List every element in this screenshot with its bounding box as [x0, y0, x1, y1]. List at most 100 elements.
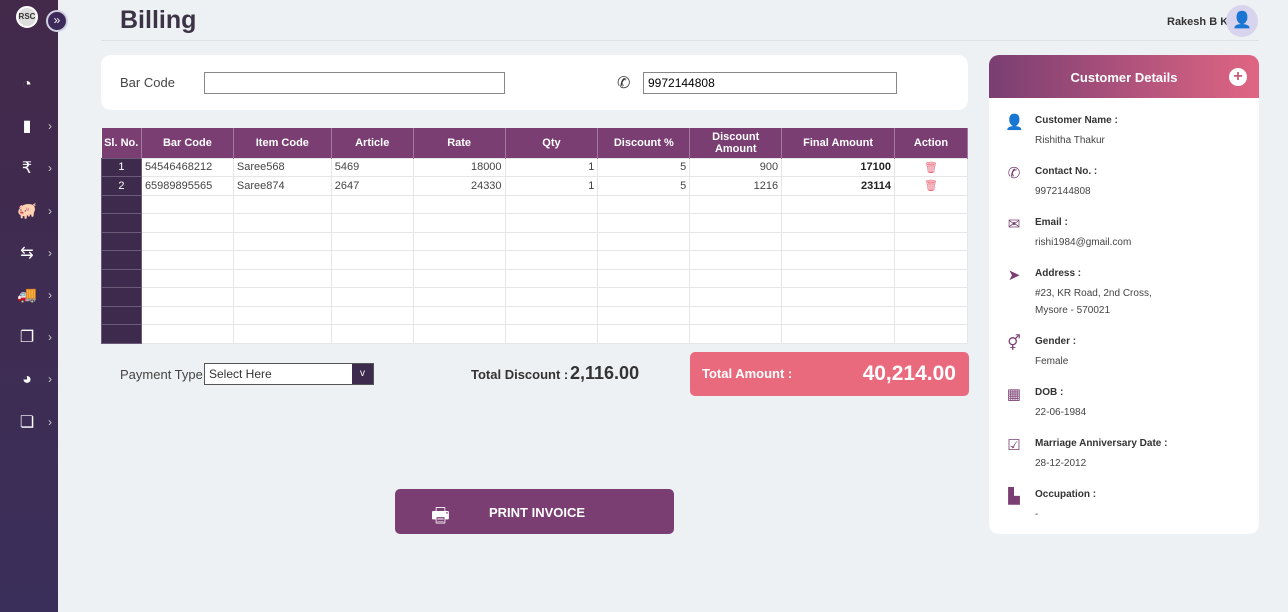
cell-item-code: Saree874: [232, 176, 332, 196]
empty-cell: [597, 324, 691, 344]
empty-cell: [101, 213, 142, 233]
page-title: Billing: [120, 6, 197, 34]
empty-cell: [140, 268, 234, 288]
cell-sl: 2: [101, 176, 142, 196]
column-header[interactable]: Qty: [505, 128, 599, 158]
empty-cell: [689, 324, 783, 344]
column-header[interactable]: Action: [894, 128, 968, 158]
barcode-label: Bar Code: [120, 75, 175, 90]
rupee-document-icon: ₹: [21, 160, 33, 178]
empty-cell: [781, 268, 895, 288]
sidebar-item-truck[interactable]: 🚚 ›: [0, 281, 58, 311]
field-label: Marriage Anniversary Date :: [1035, 438, 1168, 449]
print-invoice-button[interactable]: 🖶 PRINT INVOICE: [395, 489, 674, 534]
total-amount-value: 40,214.00: [862, 362, 956, 385]
empty-cell: [781, 250, 895, 270]
empty-cell: [232, 305, 332, 325]
search-card: Bar Code ✆: [101, 55, 968, 110]
bookmark-icon: ▮: [22, 118, 32, 136]
avatar[interactable]: 👤: [1226, 5, 1258, 37]
chevron-right-icon: ›: [48, 161, 52, 176]
empty-cell: [689, 194, 783, 214]
column-header[interactable]: Final Amount: [781, 128, 895, 158]
chevron-right-icon: ›: [48, 119, 52, 134]
calendar-icon: ▦: [1006, 386, 1022, 403]
field-value: 28-12-2012: [1035, 458, 1087, 469]
field-label: Customer Name :: [1035, 115, 1118, 126]
empty-cell: [101, 287, 142, 307]
cell-final: 17100: [781, 157, 895, 177]
copy-document-icon: ❐: [19, 329, 35, 347]
cell-sl: 1: [101, 157, 142, 177]
add-customer-icon[interactable]: +: [1229, 68, 1247, 86]
cell-article: 2647: [330, 176, 414, 196]
sidebar-item-files[interactable]: ❏ ›: [0, 408, 58, 438]
billing-table: Sl. No. Bar Code Item Code Article Rate Qty Di…: [101, 128, 968, 344]
sidebar-item-dashboard[interactable]: ◔: [0, 70, 58, 100]
delete-row-button[interactable]: 🗑: [894, 176, 968, 196]
files-icon: ❏: [19, 413, 35, 431]
empty-cell: [689, 305, 783, 325]
column-header[interactable]: Item Code: [233, 128, 332, 158]
empty-cell: [232, 250, 332, 270]
calendar-check-icon: ☑: [1007, 437, 1021, 454]
cell-barcode: 65989895565: [140, 176, 234, 196]
column-header[interactable]: Article: [331, 128, 414, 158]
empty-cell: [412, 305, 506, 325]
empty-cell: [504, 268, 599, 288]
phone-input[interactable]: [643, 72, 897, 94]
field-value: rishi1984@gmail.com: [1035, 237, 1132, 248]
customer-details-header: Customer Details +: [989, 55, 1259, 98]
empty-cell: [412, 324, 506, 344]
total-discount-label: Total Discount :: [471, 367, 569, 382]
barcode-input[interactable]: [204, 72, 505, 94]
field-label: Occupation :: [1035, 489, 1097, 500]
delete-row-button[interactable]: 🗑: [894, 157, 968, 177]
empty-cell: [101, 194, 142, 214]
payment-type-select[interactable]: Select Here v: [204, 363, 374, 385]
field-label: Contact No. :: [1035, 166, 1098, 177]
empty-row: [101, 305, 968, 325]
empty-cell: [781, 305, 895, 325]
column-header[interactable]: Bar Code: [141, 128, 234, 158]
location-arrow-icon: ➤: [1007, 267, 1021, 284]
empty-row: [101, 250, 968, 270]
cell-disc-pct: 5: [597, 157, 691, 177]
empty-cell: [140, 231, 234, 251]
phone-icon: ✆: [1007, 165, 1021, 182]
empty-cell: [894, 305, 968, 325]
empty-cell: [781, 213, 895, 233]
expand-sidebar-button[interactable]: »: [46, 10, 68, 32]
empty-cell: [597, 231, 691, 251]
trash-icon[interactable]: 🗑: [924, 161, 938, 174]
empty-cell: [504, 194, 599, 214]
column-header[interactable]: Discount %: [597, 128, 691, 158]
column-header[interactable]: Sl. No.: [101, 128, 142, 158]
empty-cell: [140, 305, 234, 325]
chevron-down-icon[interactable]: v: [352, 364, 373, 384]
sidebar-item-bookmark[interactable]: ▮ ›: [0, 112, 58, 142]
sidebar-item-copy-document[interactable]: ❐ ›: [0, 323, 58, 353]
column-header[interactable]: Rate: [413, 128, 506, 158]
trash-icon[interactable]: 🗑: [924, 180, 938, 193]
empty-cell: [412, 213, 506, 233]
total-amount-box: Total Amount : 40,214.00: [690, 352, 969, 396]
sidebar-item-piggy-bank[interactable]: 🐖 ›: [0, 197, 58, 227]
sidebar-item-rupee-document[interactable]: ₹ ›: [0, 154, 58, 184]
sidebar-item-pie-chart[interactable]: ◕ ›: [0, 365, 58, 395]
cell-disc-pct: 5: [597, 176, 691, 196]
empty-cell: [101, 268, 142, 288]
empty-cell: [689, 231, 783, 251]
table-row: 1 54546468212 Saree568 5469 18000 1 5 900 17100 🗑: [101, 157, 968, 177]
empty-cell: [504, 305, 599, 325]
field-label: DOB :: [1035, 387, 1064, 398]
empty-cell: [330, 268, 414, 288]
payment-type-value: Select Here: [209, 367, 272, 381]
sidebar-item-exchange[interactable]: ⇆ ›: [0, 239, 58, 269]
piggy-bank-icon: 🐖: [17, 202, 37, 220]
column-header[interactable]: Discount Amount: [689, 128, 783, 158]
empty-cell: [232, 287, 332, 307]
empty-cell: [330, 305, 414, 325]
customer-details-panel: Customer Details + 👤 Customer Name : Rishi…: [989, 55, 1259, 534]
empty-cell: [894, 287, 968, 307]
